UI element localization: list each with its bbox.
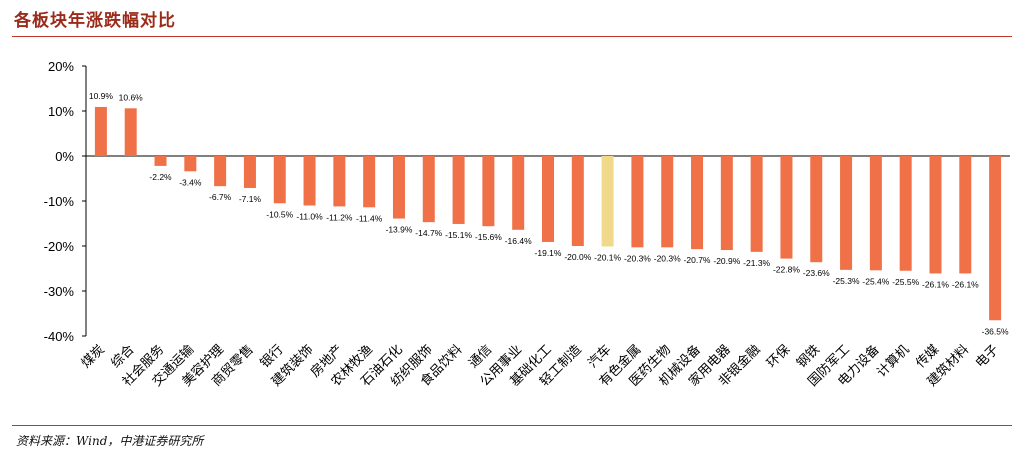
- data-label: -36.5%: [982, 326, 1009, 336]
- bar: [631, 156, 644, 248]
- bar: [214, 156, 227, 187]
- bar: [750, 156, 763, 252]
- data-label: -15.6%: [475, 232, 502, 242]
- bar: [422, 156, 435, 223]
- bar: [959, 156, 972, 274]
- title-divider: [12, 36, 1012, 37]
- bar: [989, 156, 1002, 321]
- data-label: 10.6%: [119, 92, 144, 102]
- bar: [273, 156, 286, 204]
- data-label: -21.3%: [743, 258, 770, 268]
- data-label: -20.3%: [624, 253, 651, 263]
- y-tick-label: -20%: [44, 239, 75, 254]
- category-label: 计算机: [874, 342, 912, 380]
- source-note: 资料来源：Wind，中港证券研究所: [16, 434, 204, 448]
- bar: [392, 156, 405, 219]
- bar: [452, 156, 465, 224]
- data-label: -11.2%: [326, 212, 353, 222]
- data-label: -26.1%: [922, 279, 949, 289]
- bar: [482, 156, 495, 227]
- data-label: -23.6%: [803, 268, 830, 278]
- data-label: -25.5%: [892, 277, 919, 287]
- bar: [243, 156, 256, 188]
- bar: [869, 156, 882, 271]
- data-label: -6.7%: [209, 192, 232, 202]
- y-tick-label: -40%: [44, 329, 75, 344]
- data-label: -2.2%: [149, 172, 172, 182]
- bar: [333, 156, 346, 207]
- y-tick-label: 0%: [55, 149, 74, 164]
- data-label: -14.7%: [415, 228, 442, 238]
- data-label: -26.1%: [952, 279, 979, 289]
- y-tick-label: -10%: [44, 194, 75, 209]
- bar: [512, 156, 525, 230]
- bar: [661, 156, 674, 248]
- data-label: -25.4%: [862, 276, 889, 286]
- category-label: 煤炭: [79, 342, 108, 371]
- data-label: -10.5%: [266, 209, 293, 219]
- category-label: 环保: [764, 342, 793, 371]
- data-label: -20.3%: [654, 253, 681, 263]
- bar: [184, 156, 197, 172]
- category-label: 电子: [973, 342, 1002, 371]
- data-label: -16.4%: [505, 236, 532, 246]
- bar: [363, 156, 376, 208]
- footer-divider: [12, 425, 1012, 426]
- data-label: -22.8%: [773, 265, 800, 275]
- bar: [780, 156, 793, 259]
- bar: [94, 106, 107, 156]
- page-title: 各板块年涨跌幅对比: [14, 11, 176, 31]
- data-label: -15.1%: [445, 230, 472, 240]
- bar-chart: 20%10%0%-10%-20%-30%-40%10.9%煤炭10.6%综合-2…: [44, 59, 1010, 390]
- data-label: -25.3%: [833, 276, 860, 286]
- bar: [154, 156, 167, 166]
- data-label: -20.0%: [564, 252, 591, 262]
- bar: [571, 156, 584, 246]
- y-tick-label: 20%: [48, 59, 74, 74]
- data-label: -11.4%: [356, 213, 383, 223]
- bar: [601, 156, 614, 247]
- data-label: -3.4%: [179, 177, 202, 187]
- bar: [810, 156, 823, 263]
- bar: [899, 156, 912, 271]
- bar: [691, 156, 704, 250]
- bar: [124, 108, 137, 156]
- data-label: -20.1%: [594, 252, 621, 262]
- data-label: -13.9%: [385, 225, 412, 235]
- bar: [840, 156, 853, 270]
- bar: [720, 156, 733, 251]
- bar: [303, 156, 316, 206]
- data-label: -11.0%: [296, 212, 323, 222]
- y-tick-label: 10%: [48, 104, 74, 119]
- y-tick-label: -30%: [44, 284, 75, 299]
- data-label: -20.7%: [684, 255, 711, 265]
- bar: [929, 156, 942, 274]
- bar: [542, 156, 554, 242]
- data-label: 10.9%: [89, 91, 114, 101]
- data-label: -7.1%: [239, 194, 262, 204]
- data-label: -20.9%: [713, 256, 740, 266]
- data-label: -19.1%: [535, 248, 562, 258]
